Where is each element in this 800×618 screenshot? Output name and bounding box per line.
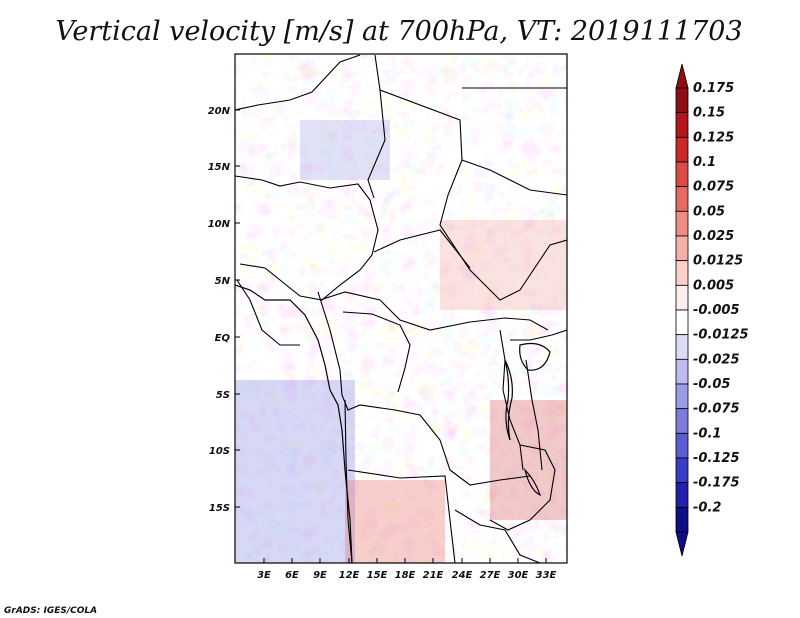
colorbar: 0.175 0.15 0.125 0.1 0.075 0.05 0.025 0.0125 0.0… <box>675 63 749 557</box>
lon-label: 24E <box>452 570 473 581</box>
colorbar-label: -0.0125 <box>693 328 749 343</box>
lon-label: 9E <box>313 570 327 581</box>
colorbar-label: -0.1 <box>693 426 721 441</box>
colorbar-swatch <box>675 186 689 212</box>
lon-label: 27E <box>480 570 501 581</box>
colorbar-swatch <box>675 457 689 484</box>
map-frame <box>234 53 568 564</box>
colorbar-swatch <box>675 112 689 138</box>
colorbar-swatch <box>675 358 689 385</box>
lon-label: 18E <box>395 570 416 581</box>
lon-label: 15E <box>367 570 388 581</box>
colorbar-label: 0.15 <box>693 106 725 121</box>
lakes <box>504 342 551 497</box>
lon-label: 33E <box>536 570 557 581</box>
colorbar-swatch <box>675 87 689 114</box>
lon-label: 6E <box>285 570 299 581</box>
coastline <box>235 284 353 563</box>
colorbar-swatch <box>675 506 689 533</box>
colorbar-label: 0.05 <box>693 204 725 219</box>
lon-label: 21E <box>423 570 444 581</box>
colorbar-swatch <box>675 309 689 336</box>
colorbar-label: -0.075 <box>693 402 740 417</box>
lat-label: 20N <box>208 106 231 117</box>
colorbar-swatch <box>675 161 689 188</box>
lon-label: 12E <box>339 570 360 581</box>
figure-title: Vertical velocity [m/s] at 700hPa, VT: 2… <box>55 16 742 47</box>
colorbar-label: 0.175 <box>693 81 734 96</box>
lat-label: 10S <box>209 446 230 457</box>
lat-label: 5N <box>215 276 231 287</box>
lat-label: EQ <box>215 333 231 344</box>
colorbar-bottom-arrow <box>675 531 689 557</box>
colorbar-label: -0.2 <box>693 500 721 515</box>
map-panel <box>235 54 567 563</box>
colorbar-label: -0.05 <box>693 377 730 392</box>
colorbar-swatch <box>675 284 689 311</box>
colorbar-swatch <box>675 432 689 459</box>
longitude-axis <box>263 558 547 563</box>
country-borders <box>235 54 567 563</box>
colorbar-label: 0.025 <box>693 229 734 244</box>
colorbar-swatch <box>675 136 689 163</box>
colorbar-swatch <box>675 482 689 508</box>
colorbar-label: 0.0125 <box>693 254 743 269</box>
colorbar-label: 0.005 <box>693 278 734 293</box>
colorbar-swatch <box>675 235 689 262</box>
colorbar-label: -0.125 <box>693 451 740 466</box>
colorbar-swatch <box>675 260 689 286</box>
lat-label: 15S <box>209 503 230 514</box>
colorbar-top-arrow <box>675 63 689 89</box>
lat-label: 10N <box>208 219 231 230</box>
colorbar-swatch <box>675 383 689 410</box>
colorbar-label: 0.075 <box>693 180 734 195</box>
colorbar-label: 0.1 <box>693 155 716 170</box>
lon-label: 3E <box>257 570 271 581</box>
lon-label: 30E <box>508 570 529 581</box>
colorbar-swatch <box>675 210 689 237</box>
colorbar-swatch <box>675 408 689 434</box>
colorbar-label: 0.125 <box>693 130 734 145</box>
lat-label: 5S <box>216 390 230 401</box>
colorbar-label: -0.005 <box>693 303 740 318</box>
lat-label: 15N <box>208 162 231 173</box>
grads-credit: GrADS: IGES/COLA <box>4 606 97 616</box>
latitude-axis <box>235 109 240 508</box>
colorbar-label: -0.175 <box>693 476 740 491</box>
colorbar-swatch <box>675 334 689 360</box>
colorbar-label: -0.025 <box>693 352 740 367</box>
